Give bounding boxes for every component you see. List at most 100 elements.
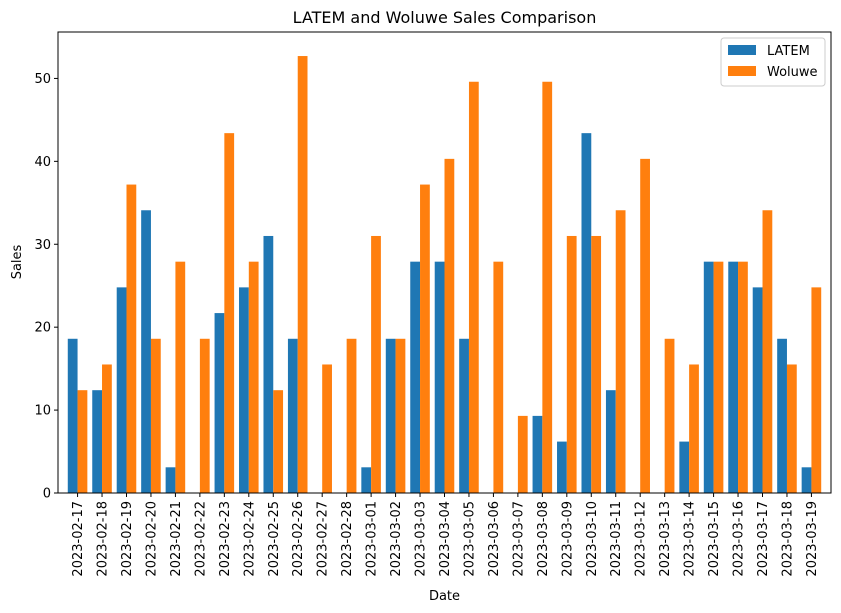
bar-latem-2023-03-16: [728, 261, 739, 493]
bar-woluwe-2023-03-11: [615, 210, 626, 493]
y-tick-label: 40: [34, 155, 51, 170]
bar-latem-2023-02-24: [239, 287, 249, 493]
x-tick-label: 2023-02-26: [291, 501, 306, 577]
bar-woluwe-2023-03-05: [468, 81, 479, 493]
bar-woluwe-2023-03-01: [371, 235, 381, 493]
bar-woluwe-2023-03-03: [420, 184, 430, 493]
y-tick-label: 30: [34, 238, 51, 253]
bar-latem-2023-03-03: [410, 261, 421, 493]
x-tick-label: 2023-02-25: [267, 501, 282, 577]
x-tick-label: 2023-03-18: [780, 501, 795, 577]
x-tick-label: 2023-03-10: [585, 501, 600, 577]
x-tick-label: 2023-02-18: [96, 501, 111, 577]
x-tick-label: 2023-03-17: [756, 501, 771, 577]
bar-latem-2023-02-25: [263, 235, 274, 493]
x-tick-label: 2023-03-15: [707, 501, 722, 577]
x-tick-label: 2023-03-16: [732, 501, 747, 577]
bar-latem-2023-02-17: [67, 338, 78, 493]
y-tick-label: 50: [34, 72, 51, 87]
x-tick-label: 2023-02-19: [120, 501, 135, 577]
bar-latem-2023-03-01: [361, 467, 372, 493]
x-tick-label: 2023-03-05: [462, 501, 477, 577]
bar-woluwe-2023-02-25: [273, 390, 284, 493]
bar-woluwe-2023-03-19: [811, 287, 822, 493]
bar-woluwe-2023-03-07: [517, 415, 528, 493]
x-tick-label: 2023-03-01: [365, 501, 380, 577]
bar-latem-2023-03-19: [801, 467, 812, 493]
x-tick-label: 2023-02-23: [218, 501, 233, 577]
bar-woluwe-2023-02-17: [77, 390, 88, 493]
x-tick-label: 2023-03-09: [560, 501, 575, 577]
bar-woluwe-2023-02-20: [150, 338, 161, 493]
y-tick-label: 0: [43, 487, 51, 502]
bar-woluwe-2023-03-17: [762, 210, 773, 493]
bar-woluwe-2023-02-24: [248, 261, 259, 493]
bar-latem-2023-03-11: [605, 390, 616, 493]
bar-latem-2023-03-14: [679, 441, 690, 493]
x-tick-label: 2023-02-20: [144, 501, 159, 577]
bar-woluwe-2023-03-04: [444, 158, 455, 494]
bar-woluwe-2023-02-21: [175, 261, 186, 493]
x-tick-label: 2023-03-07: [511, 501, 526, 577]
chart-title: LATEM and Woluwe Sales Comparison: [293, 8, 597, 27]
bar-latem-2023-02-19: [116, 287, 127, 493]
bar-woluwe-2023-03-13: [664, 338, 675, 493]
x-axis-label: Date: [429, 589, 460, 604]
bar-woluwe-2023-02-23: [224, 133, 235, 493]
legend-swatch-woluwe: [728, 66, 756, 76]
bar-latem-2023-02-20: [141, 210, 151, 493]
x-tick-label: 2023-03-02: [389, 501, 404, 577]
bar-woluwe-2023-02-18: [102, 364, 112, 493]
bar-woluwe-2023-03-09: [566, 235, 577, 493]
y-axis: 0 10 20 30 40 50: [34, 72, 58, 502]
bar-latem-2023-03-05: [459, 338, 469, 493]
x-tick-label: 2023-03-03: [414, 501, 429, 577]
bar-latem-2023-03-10: [581, 133, 592, 493]
bar-woluwe-2023-02-27: [322, 364, 332, 493]
y-axis-label: Sales: [10, 244, 25, 279]
y-tick-label: 10: [34, 404, 51, 419]
legend-swatch-latem: [728, 45, 756, 55]
x-tick-label: 2023-03-06: [487, 501, 502, 577]
bar-woluwe-2023-03-16: [738, 261, 748, 493]
x-tick-label: 2023-02-27: [316, 501, 331, 577]
bar-woluwe-2023-03-02: [395, 338, 406, 493]
bar-latem-2023-03-09: [557, 441, 567, 493]
legend: LATEM Woluwe: [720, 37, 826, 87]
x-tick-label: 2023-03-12: [634, 501, 649, 577]
x-tick-label: 2023-02-24: [242, 501, 257, 577]
bar-latem-2023-03-17: [752, 287, 763, 493]
bar-latem-2023-03-15: [703, 261, 714, 493]
x-tick-label: 2023-02-28: [340, 501, 355, 577]
x-tick-label: 2023-03-13: [658, 501, 673, 577]
x-tick-label: 2023-02-21: [169, 501, 184, 577]
bar-woluwe-2023-03-15: [713, 261, 724, 493]
bar-latem-2023-02-18: [92, 390, 103, 493]
bar-woluwe-2023-03-18: [786, 364, 797, 493]
bar-latem-2023-02-26: [287, 338, 298, 493]
bar-latem-2023-02-23: [214, 313, 225, 493]
bar-latem-2023-02-21: [165, 467, 176, 493]
bar-latem-2023-03-18: [777, 338, 787, 493]
x-tick-label: 2023-03-19: [805, 501, 820, 577]
bars-group: [67, 56, 822, 494]
bar-woluwe-2023-03-14: [689, 364, 699, 493]
bar-woluwe-2023-03-10: [591, 235, 602, 493]
bar-woluwe-2023-03-08: [542, 81, 553, 493]
x-tick-label: 2023-03-11: [609, 501, 624, 577]
x-tick-label: 2023-02-22: [193, 501, 208, 577]
x-tick-label: 2023-03-04: [438, 501, 453, 577]
bar-woluwe-2023-03-12: [640, 158, 650, 494]
bar-woluwe-2023-02-22: [199, 338, 210, 493]
legend-label-woluwe: Woluwe: [767, 65, 818, 80]
x-tick-label: 2023-03-14: [683, 501, 698, 577]
bar-latem-2023-03-08: [532, 415, 543, 493]
bar-woluwe-2023-02-26: [297, 56, 308, 493]
bar-latem-2023-03-04: [434, 261, 445, 493]
legend-label-latem: LATEM: [767, 44, 810, 59]
x-tick-label: 2023-03-08: [536, 501, 551, 577]
bar-woluwe-2023-02-19: [126, 184, 137, 493]
bar-woluwe-2023-02-28: [346, 338, 357, 493]
y-tick-label: 20: [34, 321, 51, 336]
